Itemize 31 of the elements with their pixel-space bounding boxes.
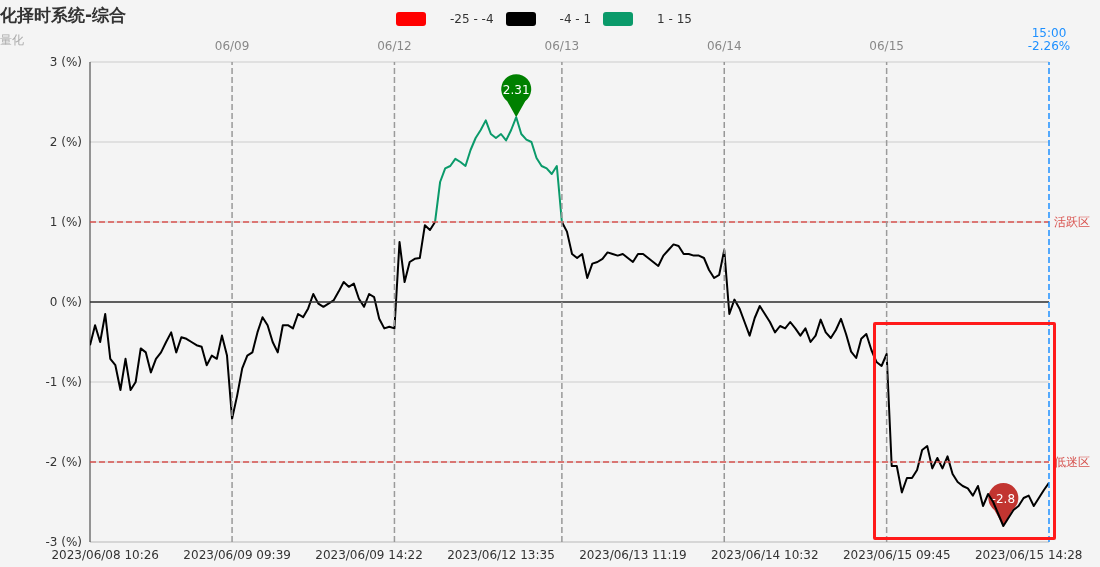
y-tick-label: 1 (%) <box>49 215 82 230</box>
x-tick-label: 06/14 <box>706 39 742 53</box>
y-tick-label: -2 (%) <box>45 455 82 470</box>
chart-title: 化择时系统-综合 <box>0 4 127 27</box>
line-series <box>434 116 563 223</box>
y-tick-label: 3 (%) <box>49 55 82 70</box>
x-tick-label: 06/12 <box>377 39 412 53</box>
x-tick-label: 2023/06/09 14:22 <box>315 547 423 562</box>
x-tick-label: 06/13 <box>544 39 580 53</box>
ref-line-label: 活跃区 <box>1054 215 1090 229</box>
y-tick-label: 2 (%) <box>49 135 82 150</box>
x-tick-label: 2023/06/15 14:28 <box>974 547 1083 562</box>
y-tick-label: -3 (%) <box>45 535 82 550</box>
legend-label: -4 - 1 <box>559 12 592 26</box>
y-tick-label: -1 (%) <box>45 375 82 390</box>
legend-label: -25 - -4 <box>450 12 494 26</box>
x-tick-label: 06/15 <box>869 39 904 53</box>
ref-line-label: -2.26% <box>1027 39 1071 53</box>
x-tick-label: 2023/06/15 09:45 <box>843 547 951 562</box>
x-tick-label: 15:00 <box>1031 26 1067 40</box>
y-tick-label: 0 (%) <box>49 295 82 310</box>
x-tick-label: 2023/06/08 10:26 <box>51 547 159 562</box>
x-tick-label: 06/09 <box>214 39 250 53</box>
x-tick-label: 2023/06/09 09:39 <box>183 547 291 562</box>
annotation: -2.8 <box>991 492 1016 506</box>
x-tick-label: 2023/06/13 11:19 <box>579 547 687 562</box>
x-tick-label: 2023/06/14 10:32 <box>711 547 819 562</box>
chart-subtitle: 量化 <box>0 32 24 49</box>
annotation: 2.31 <box>502 83 530 98</box>
legend-label: 1 - 15 <box>657 12 692 26</box>
x-tick-label: 2023/06/12 13:35 <box>447 547 555 562</box>
